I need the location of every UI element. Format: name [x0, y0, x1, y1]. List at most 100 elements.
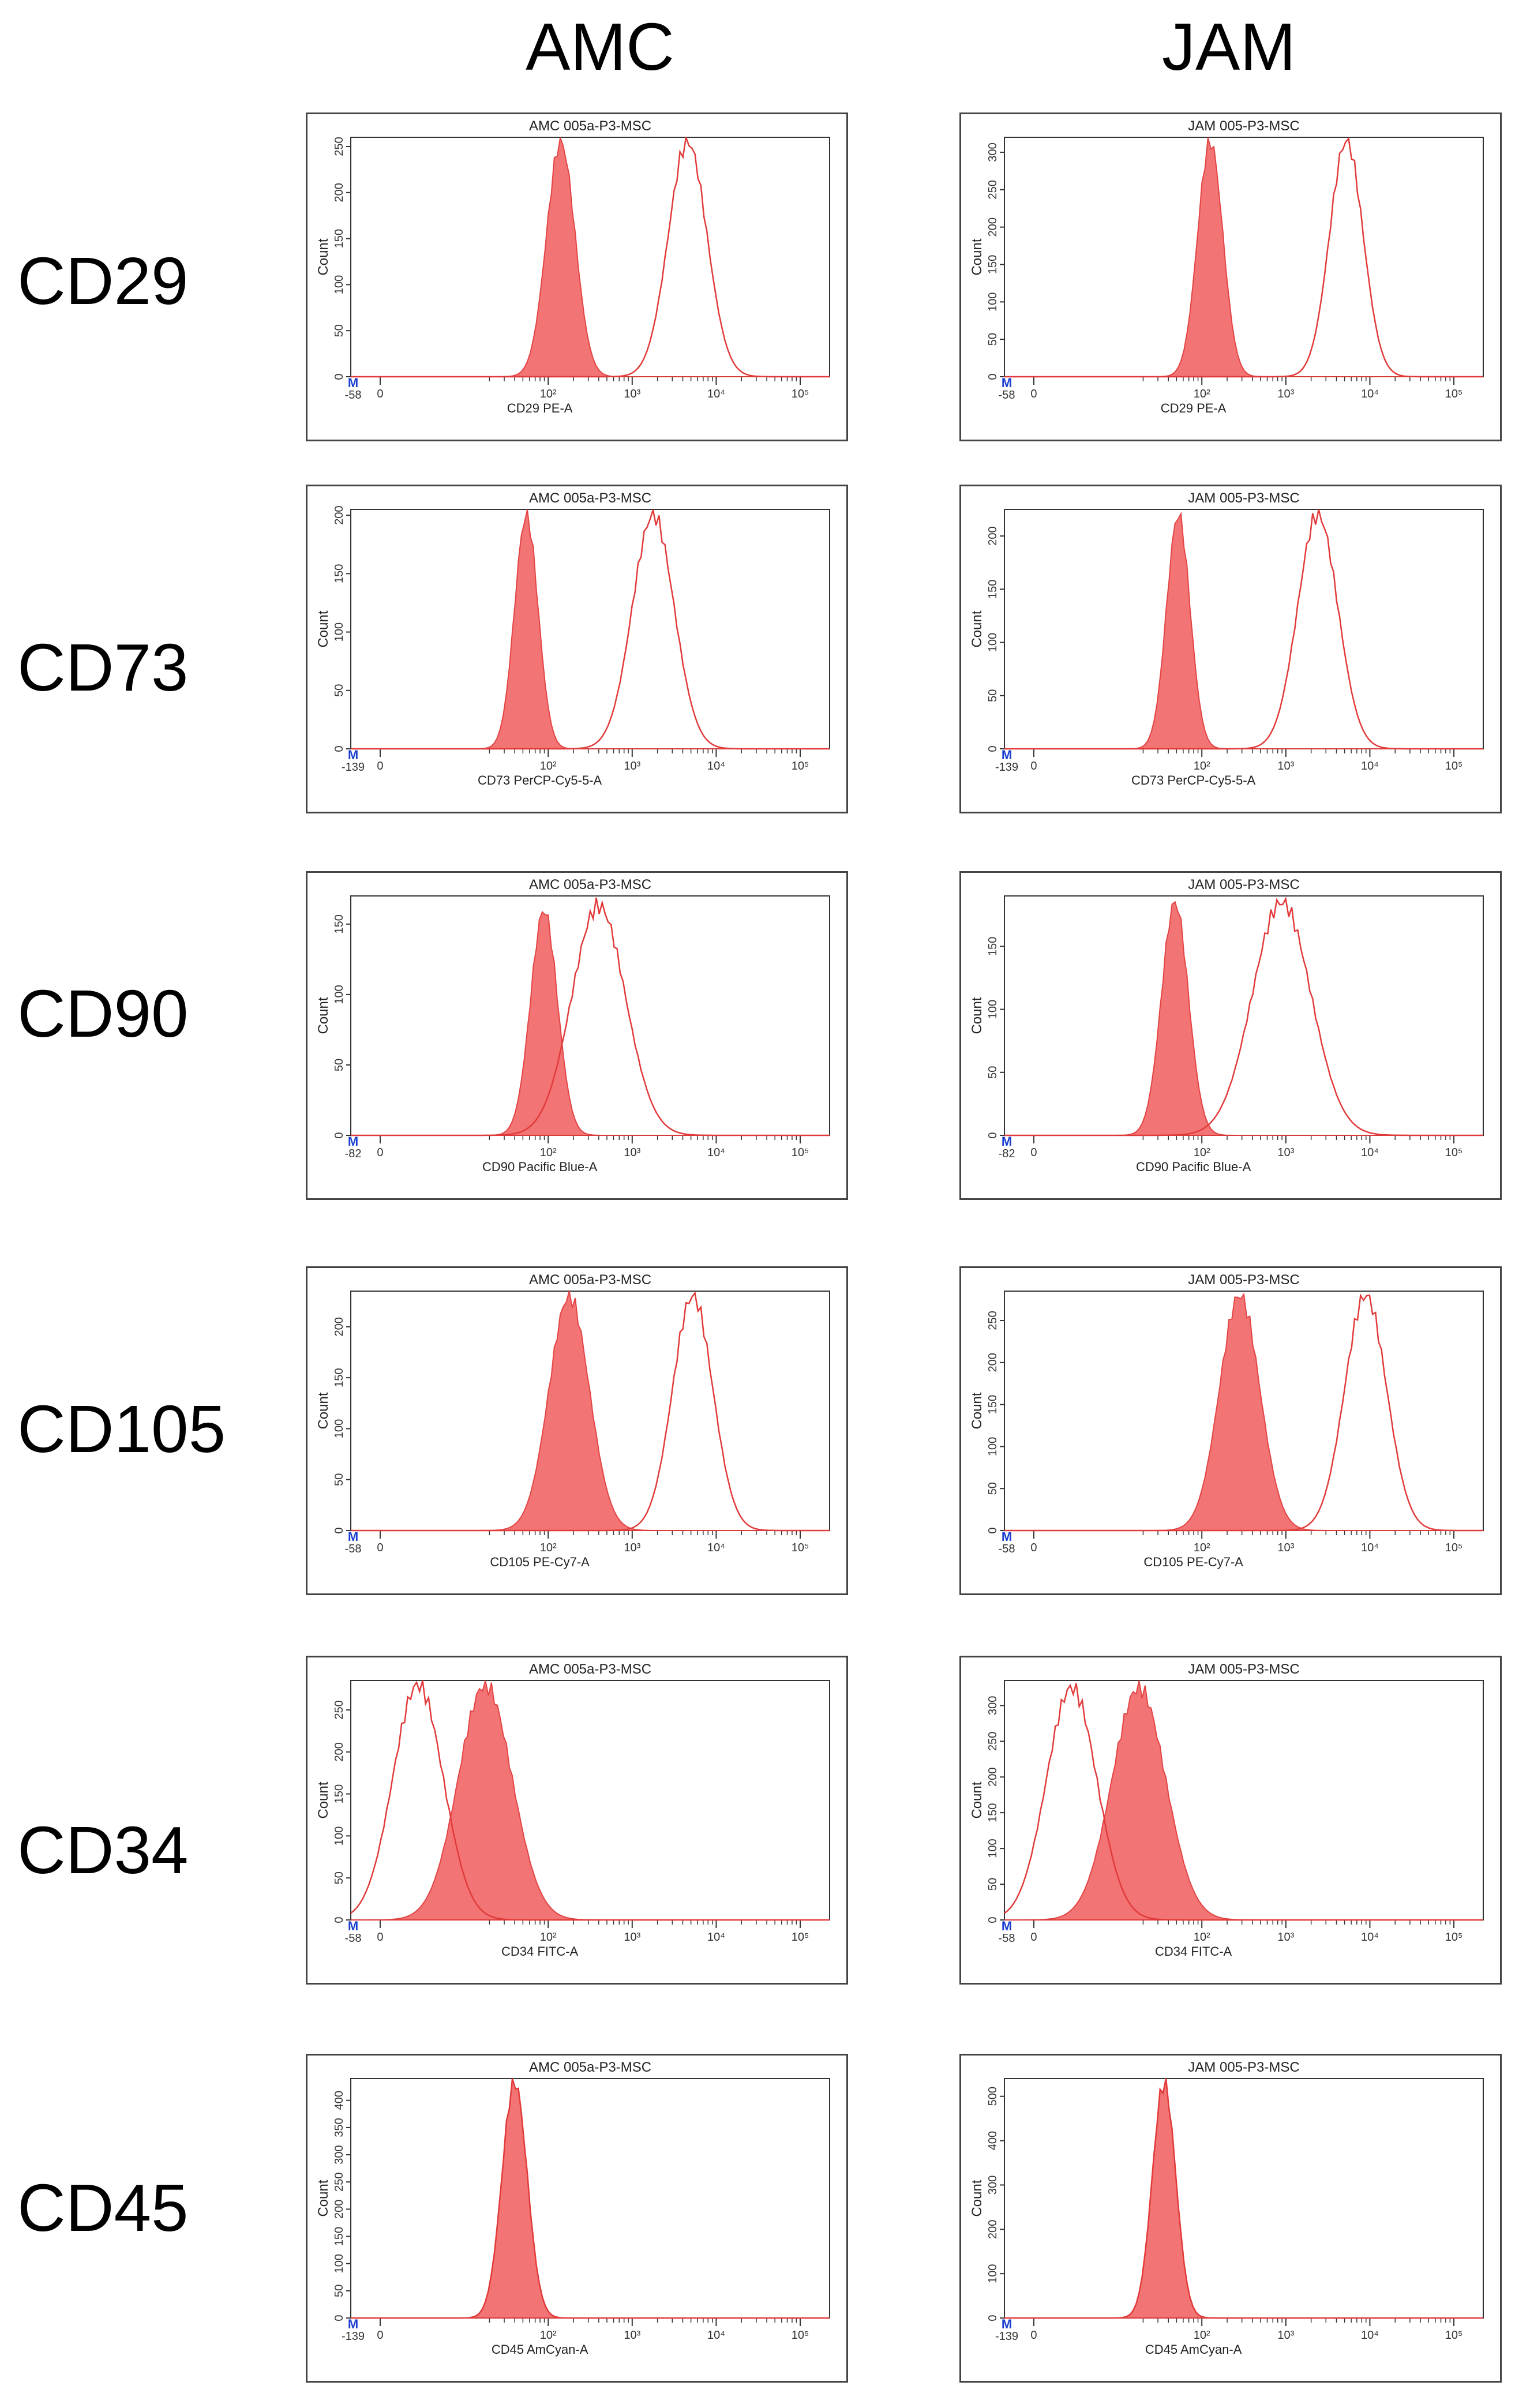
x-tick-label: 10²	[1194, 388, 1210, 400]
row-label-cd73: CD73	[17, 630, 189, 705]
y-tick-label: 100	[333, 985, 346, 1004]
series-filled-area	[351, 1291, 830, 1531]
histogram-title: JAM 005-P3-MSC	[1188, 877, 1299, 892]
x-tick-label: 10⁴	[707, 1931, 725, 1944]
x-tick-label: 0	[377, 388, 383, 400]
x-tick-label: 10³	[624, 760, 640, 772]
histogram-title: JAM 005-P3-MSC	[1188, 490, 1299, 506]
y-axis-label: Count	[316, 610, 331, 647]
histogram-svg: JAM 005-P3-MSC 0 50 100 150 Count 0 10² 10³ 10⁴ 10…	[969, 877, 1484, 1174]
y-tick-label: 250	[987, 1732, 999, 1751]
y-tick-label: 150	[333, 914, 346, 933]
series-outline-line	[1004, 1683, 1483, 1921]
x-tick-label: 10³	[1277, 2329, 1294, 2342]
y-tick-label: 100	[987, 292, 999, 312]
x-min-label: -139	[995, 761, 1018, 774]
x-tick-label: 10⁴	[1361, 1931, 1379, 1944]
histogram-svg: JAM 005-P3-MSC 0 50 100 150 200 250 300 Count 0 10…	[969, 118, 1484, 415]
y-tick-label: 200	[333, 183, 346, 202]
y-tick-label: 150	[987, 937, 999, 956]
plot-frame	[1004, 509, 1484, 749]
x-tick-label: 10⁵	[1445, 388, 1463, 400]
y-axis-label: Count	[316, 2180, 331, 2216]
y-tick-label: 0	[333, 373, 346, 380]
x-tick-label: 10³	[1277, 760, 1294, 772]
y-axis-label: Count	[316, 1392, 331, 1429]
x-tick-label: 10⁴	[1361, 2329, 1379, 2342]
y-tick-label: 100	[987, 633, 999, 652]
y-axis-label: Count	[969, 1781, 985, 1818]
histogram-title: AMC 005a-P3-MSC	[529, 877, 651, 892]
y-tick-label: 150	[333, 1784, 346, 1803]
x-axis-label: CD29 PE-A	[1161, 401, 1227, 415]
y-tick-label: 50	[333, 1473, 346, 1486]
y-tick-label: 0	[333, 2315, 346, 2321]
marker-m-label: M	[1002, 1529, 1012, 1544]
y-tick-label: 350	[333, 2118, 346, 2137]
x-tick-label: 10³	[1277, 388, 1294, 400]
y-tick-label: 300	[333, 2145, 346, 2164]
series-outline-line	[351, 2078, 830, 2319]
x-tick-label: 10⁴	[1361, 760, 1379, 772]
y-tick-label: 100	[333, 275, 346, 294]
y-tick-label: 100	[333, 2254, 346, 2273]
marker-m-label: M	[348, 1919, 358, 1933]
x-min-label: -58	[999, 389, 1015, 402]
y-tick-label: 100	[333, 622, 346, 642]
marker-m-label: M	[348, 2317, 358, 2331]
y-tick-label: 50	[333, 2285, 346, 2297]
row-label-cd105: CD105	[17, 1391, 226, 1466]
x-tick-label: 10⁴	[1361, 1146, 1379, 1159]
y-tick-label: 0	[987, 1527, 999, 1533]
plot-frame	[350, 509, 830, 749]
x-axis-label: CD73 PerCP-Cy5-5-A	[478, 773, 602, 787]
y-tick-label: 300	[987, 2176, 999, 2195]
x-tick-label: 10³	[1277, 1931, 1294, 1944]
y-tick-label: 300	[987, 1696, 999, 1715]
series-filled-area	[351, 910, 830, 1136]
y-tick-label: 0	[333, 1527, 346, 1533]
x-min-label: -58	[345, 389, 362, 402]
y-tick-label: 400	[333, 2091, 346, 2110]
y-axis-label: Count	[316, 1781, 331, 1818]
y-tick-label: 250	[333, 2173, 346, 2192]
y-axis-label: Count	[969, 238, 985, 275]
y-tick-label: 200	[987, 1353, 999, 1372]
histogram-svg: AMC 005a-P3-MSC 0 50 100 150 Count 0 10² 10³ 10⁴ 1…	[316, 877, 830, 1174]
histogram-panel: AMC 005a-P3-MSC 0 50 100 150 Count 0 10² 10³ 10⁴ 1…	[306, 871, 848, 1200]
marker-m-label: M	[1002, 2317, 1012, 2331]
x-tick-label: 10⁴	[707, 1541, 725, 1554]
y-tick-label: 150	[987, 1395, 999, 1414]
x-tick-label: 10²	[1194, 760, 1210, 772]
marker-m-label: M	[1002, 1919, 1012, 1933]
histogram-svg: JAM 005-P3-MSC 0 50 100 150 200 Count 0 10² 10³ 10…	[969, 490, 1484, 787]
x-axis-label: CD45 AmCyan-A	[492, 2342, 588, 2357]
x-tick-label: 0	[1030, 388, 1037, 400]
y-tick-label: 0	[987, 2315, 999, 2321]
y-tick-label: 200	[987, 217, 999, 237]
x-tick-label: 0	[377, 1146, 383, 1159]
y-axis-label: Count	[316, 238, 331, 275]
x-tick-label: 10⁵	[792, 760, 809, 772]
y-tick-label: 200	[987, 526, 999, 545]
y-tick-label: 200	[333, 1317, 346, 1336]
series-filled-area	[1004, 901, 1483, 1136]
x-tick-label: 0	[1030, 1146, 1037, 1159]
x-tick-label: 10³	[1277, 1146, 1294, 1159]
x-tick-label: 0	[377, 760, 383, 772]
x-tick-label: 10⁵	[1445, 1931, 1463, 1944]
plot-frame	[350, 1680, 830, 1921]
series-filled-area	[1004, 511, 1483, 749]
x-tick-label: 10²	[540, 1931, 557, 1944]
x-tick-label: 10²	[540, 2329, 557, 2342]
x-min-label: -58	[345, 1932, 362, 1945]
y-tick-label: 200	[333, 1742, 346, 1761]
x-min-label: -139	[342, 2330, 365, 2343]
x-tick-label: 10³	[624, 1541, 640, 1554]
x-tick-label: 0	[377, 1541, 383, 1554]
y-axis-label: Count	[969, 610, 985, 647]
y-tick-label: 400	[987, 2131, 999, 2150]
y-tick-label: 0	[987, 1132, 999, 1138]
histogram-svg: AMC 005a-P3-MSC 0 50 100 150 200 250 Count 0 10² 1…	[316, 1661, 830, 1959]
plot-frame	[350, 137, 830, 377]
